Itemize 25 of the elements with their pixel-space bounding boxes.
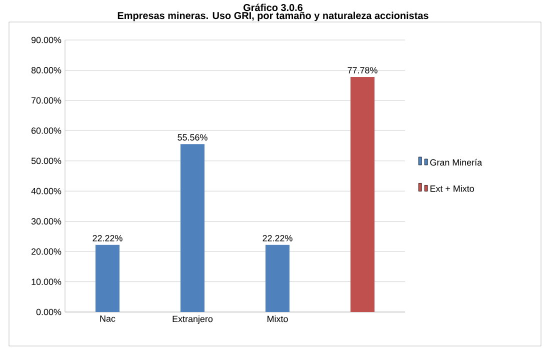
y-tick-label: 80.00%: [31, 67, 62, 74]
legend-label: Ext + Mixto: [430, 185, 474, 192]
data-label: 22.22%: [262, 235, 292, 242]
chart-title: Gráfico 3.0.6: [244, 4, 303, 12]
legend-label: Gran Minería: [430, 158, 482, 166]
y-tick-label: 30.00%: [31, 218, 62, 225]
bar: [180, 144, 205, 312]
data-label: 22.22%: [92, 235, 122, 242]
bar: [350, 76, 375, 312]
y-tick-label: 90.00%: [31, 36, 62, 44]
data-label: 77.78%: [348, 67, 378, 74]
y-tick-label: 50.00%: [31, 158, 62, 164]
y-tick-label: 70.00%: [32, 97, 62, 104]
y-tick-label: 40.00%: [31, 188, 62, 194]
x-tick-label: Nac: [100, 316, 116, 322]
bar: [96, 244, 120, 312]
bar: [266, 244, 290, 312]
chart-subtitle: Empresas mineras. Uso GRI, por tamaño y naturaleza accionistas: [118, 12, 428, 22]
y-tick-label: 60.00%: [32, 127, 62, 134]
x-tick-label: Mixto: [268, 316, 288, 322]
data-label: 55.56%: [178, 134, 208, 141]
y-tick-label: 20.00%: [32, 248, 62, 255]
y-tick-label: 0.00%: [36, 308, 62, 316]
x-tick-label: Extranjero: [172, 316, 213, 324]
y-tick-label: 10.00%: [32, 278, 62, 285]
